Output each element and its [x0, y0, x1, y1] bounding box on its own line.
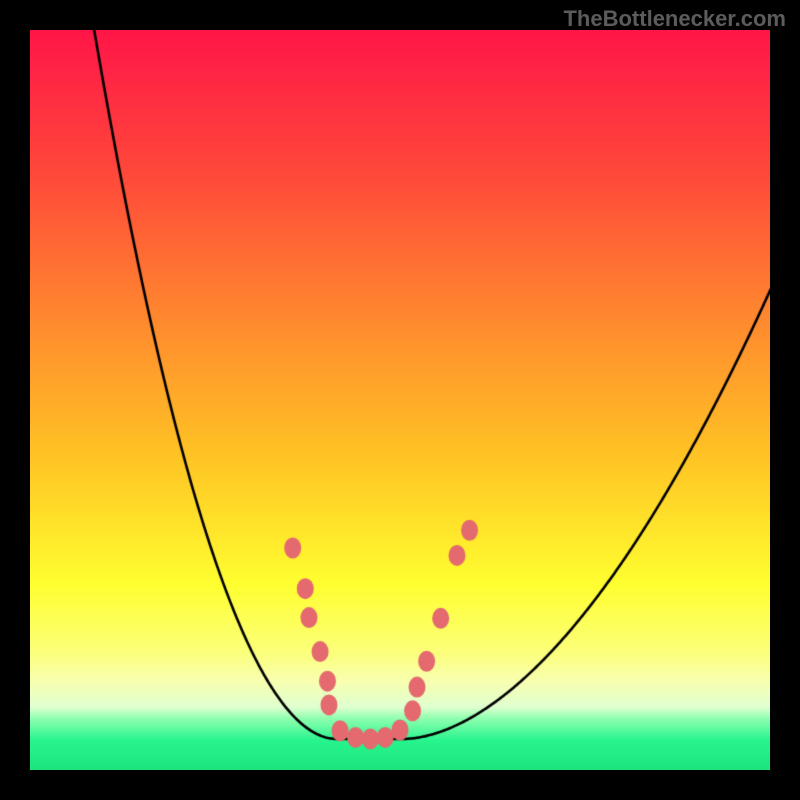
bottleneck-chart	[30, 30, 770, 770]
watermark-text: TheBottlenecker.com	[563, 6, 786, 32]
